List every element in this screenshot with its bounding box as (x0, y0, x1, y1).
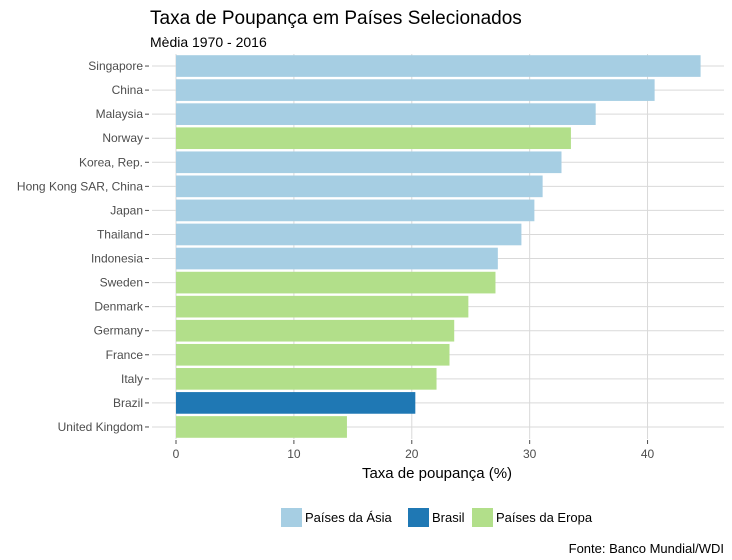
legend-label-europe: Países da Eropa (496, 510, 593, 525)
y-tick-label: Italy (121, 372, 143, 386)
y-tick-label: Brazil (113, 396, 143, 410)
x-axis-label: Taxa de poupança (%) (362, 465, 512, 482)
bar-united-kingdom (176, 416, 347, 438)
bar-italy (176, 368, 437, 390)
x-tick-label: 0 (173, 447, 180, 461)
bar-brazil (176, 392, 416, 414)
legend-label-asia: Países da Ásia (305, 510, 392, 525)
y-tick-labels: Singapore China Malaysia Norway Korea, Rep. H… (17, 59, 149, 434)
y-tick-label: Thailand (97, 227, 143, 241)
legend-swatch-asia (281, 508, 302, 527)
y-tick-label: Germany (94, 324, 143, 338)
y-tick-label: France (106, 348, 144, 362)
bar-indonesia (176, 247, 498, 270)
y-tick-label: United Kingdom (58, 420, 143, 434)
bar-singapore (176, 55, 701, 77)
legend: Países da Ásia Brasil Países da Eropa (281, 508, 593, 527)
bars (176, 55, 701, 438)
x-tick-label: 40 (641, 447, 655, 461)
bar-china (176, 79, 655, 101)
y-tick-label: Norway (102, 131, 143, 145)
y-tick-label: Singapore (88, 59, 143, 73)
bar-sweden (176, 271, 496, 294)
y-tick-label: China (112, 83, 144, 97)
bar-korea-rep (176, 151, 562, 174)
bar-malaysia (176, 103, 596, 125)
bar-hong-kong-sar-china (176, 175, 543, 198)
y-tick-label: Japan (110, 203, 143, 217)
legend-swatch-brasil (408, 508, 429, 527)
bar-thailand (176, 223, 522, 246)
bar-norway (176, 127, 571, 150)
x-tick-label: 20 (405, 447, 419, 461)
legend-swatch-europe (472, 508, 493, 527)
y-tick-label: Hong Kong SAR, China (17, 179, 143, 193)
legend-label-brasil: Brasil (432, 510, 465, 525)
x-tick-labels: 0 10 20 30 40 (173, 440, 655, 461)
y-tick-label: Indonesia (91, 252, 143, 266)
y-tick-label: Malaysia (96, 107, 144, 121)
bar-japan (176, 199, 535, 222)
x-tick-label: 30 (523, 447, 537, 461)
source-caption: Fonte: Banco Mundial/WDI (569, 541, 724, 556)
bar-france (176, 343, 450, 366)
bar-denmark (176, 295, 469, 318)
y-tick-label: Denmark (94, 300, 144, 314)
bar-germany (176, 319, 455, 342)
chart-subtitle: Mèdia 1970 - 2016 (150, 34, 267, 50)
chart-title: Taxa de Poupança em Países Selecionados (150, 8, 522, 29)
y-tick-label: Sweden (100, 276, 143, 290)
y-tick-label: Korea, Rep. (79, 155, 143, 169)
x-tick-label: 10 (287, 447, 301, 461)
